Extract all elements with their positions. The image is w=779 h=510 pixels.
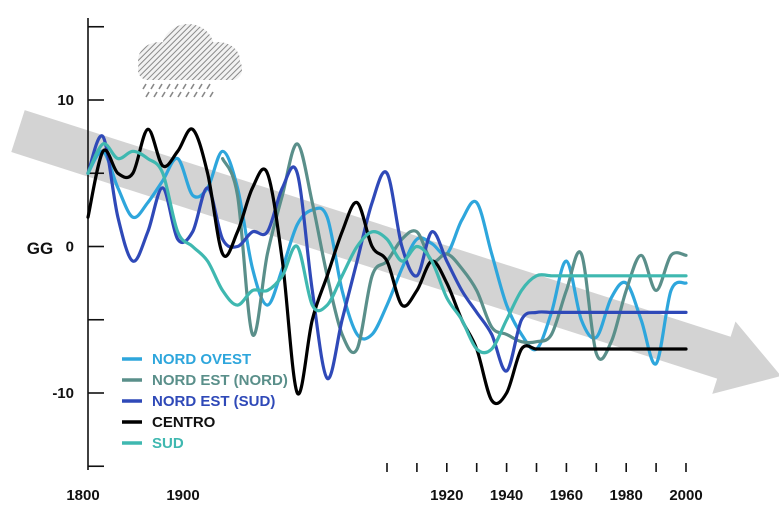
legend-label: CENTRO: [152, 414, 216, 431]
y-tick-label: -10: [52, 385, 74, 402]
x-tick-label: 1960: [550, 487, 583, 504]
x-tick-label: 1920: [430, 487, 463, 504]
rain-drops: [142, 83, 214, 98]
x-tick-label: 1980: [610, 487, 643, 504]
series-line-3: [86, 134, 688, 380]
y-tick-label: 10: [57, 92, 74, 109]
series-line-2: [221, 142, 688, 361]
y-axis-label: GG: [27, 239, 53, 258]
series-line-5: [86, 142, 688, 355]
x-tick-label: 1900: [166, 487, 199, 504]
rain-cloud-icon: [138, 24, 242, 98]
axes: 10 0 -10 1800 1900 1920 1940 1960 1980 2000: [52, 18, 703, 504]
x-tick-label: 1800: [66, 487, 99, 504]
legend: NORD OVEST NORD EST (NORD) NORD EST (SUD) C…: [122, 351, 288, 452]
legend-label: SUD: [152, 435, 184, 452]
legend-label: NORD EST (SUD): [152, 393, 275, 410]
legend-label: NORD OVEST: [152, 351, 251, 368]
cloud-shape: [138, 24, 242, 80]
series-line-4: [86, 127, 688, 406]
series-layer: [86, 127, 688, 406]
series-line-1: [86, 149, 688, 366]
x-tick-label: 1940: [490, 487, 523, 504]
x-tick-label: 2000: [669, 487, 702, 504]
y-tick-label: 0: [66, 239, 74, 256]
legend-label: NORD EST (NORD): [152, 372, 288, 389]
